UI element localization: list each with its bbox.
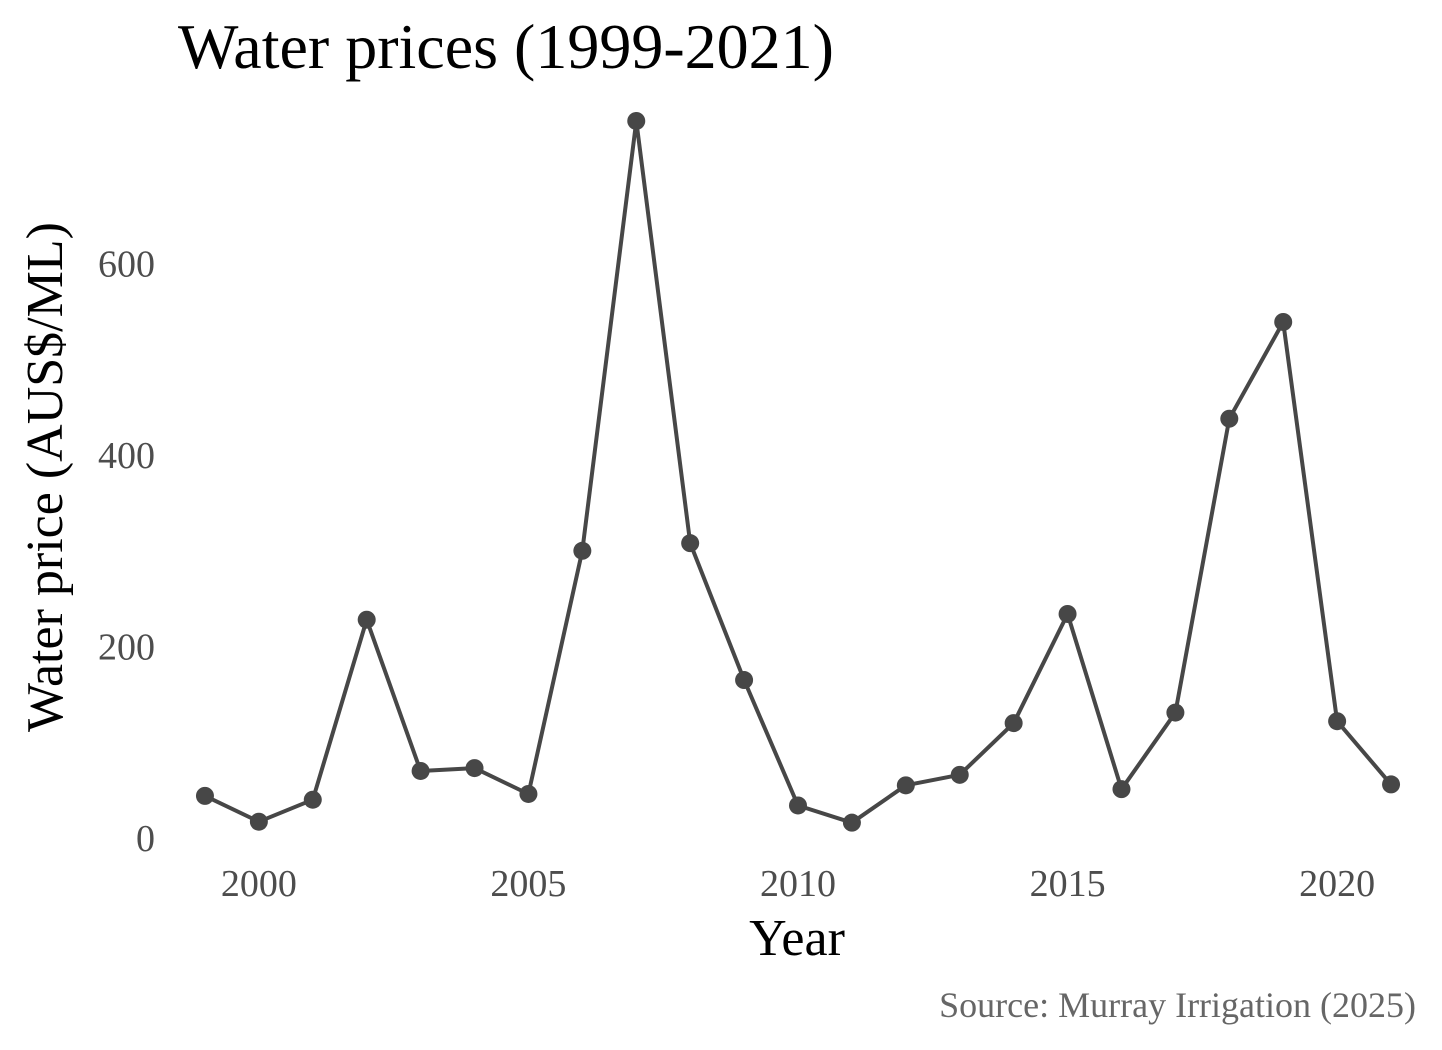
data-point	[411, 761, 430, 780]
data-point	[519, 784, 538, 803]
data-point	[627, 111, 646, 130]
data-point	[842, 813, 861, 832]
chart-title: Water prices (1999-2021)	[178, 11, 834, 82]
data-point	[735, 671, 754, 690]
x-axis-title: Year	[749, 910, 845, 967]
series-layer	[195, 111, 1401, 832]
x-axis-ticks: 2000 2005 2010 2015 2020	[221, 863, 1375, 905]
y-tick-label: 200	[98, 627, 155, 669]
data-point	[249, 812, 268, 831]
y-tick-label: 400	[98, 435, 155, 477]
data-point	[573, 541, 592, 560]
data-point	[357, 610, 376, 629]
data-point	[1058, 604, 1077, 623]
data-point	[1166, 703, 1185, 722]
data-point	[1328, 712, 1347, 731]
chart-caption: Source: Murray Irrigation (2025)	[939, 985, 1416, 1025]
y-axis-title: Water price (AUS$/ML)	[17, 222, 74, 732]
data-point	[465, 759, 484, 778]
data-point	[303, 790, 322, 809]
data-point	[1274, 312, 1293, 331]
data-point	[1004, 714, 1023, 733]
y-axis-ticks: 0 200 400 600	[98, 244, 155, 860]
data-point	[950, 765, 969, 784]
data-point	[896, 776, 915, 795]
data-point	[1382, 775, 1401, 794]
series-line	[204, 119, 1393, 825]
x-tick-label: 2010	[760, 863, 836, 905]
data-point	[1220, 409, 1239, 428]
data-point	[195, 786, 214, 805]
y-tick-label: 0	[136, 818, 155, 860]
data-point	[681, 534, 700, 553]
data-point	[789, 796, 807, 815]
x-tick-label: 2005	[490, 863, 566, 905]
x-tick-label: 2000	[221, 863, 297, 905]
x-tick-label: 2020	[1299, 863, 1375, 905]
x-tick-label: 2015	[1030, 863, 1106, 905]
data-point	[1112, 780, 1131, 799]
y-tick-label: 600	[98, 244, 155, 286]
